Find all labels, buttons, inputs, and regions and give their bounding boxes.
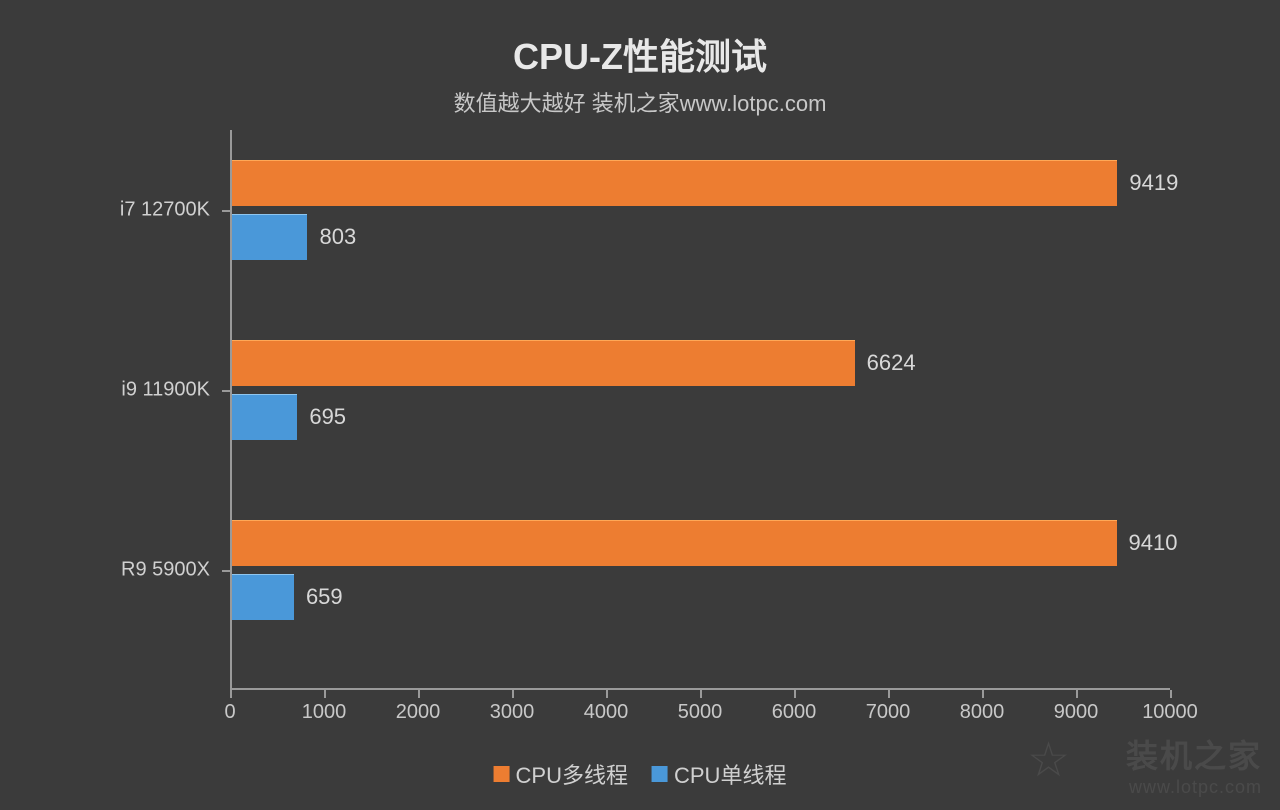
x-tick <box>700 690 702 698</box>
x-tick-label: 4000 <box>584 701 629 724</box>
x-tick-label: 9000 <box>1054 701 1099 724</box>
category-label: R9 5900X <box>90 559 210 582</box>
watermark-line2: www.lotpc.com <box>1126 777 1262 798</box>
legend-item-single: CPU单线程 <box>652 758 786 790</box>
bar-multi <box>232 160 1117 206</box>
x-tick <box>512 690 514 698</box>
x-tick-label: 10000 <box>1142 701 1198 724</box>
chart-title: CPU-Z性能测试 <box>0 0 1280 80</box>
x-tick-label: 6000 <box>772 701 817 724</box>
bar-value-label: 659 <box>306 584 343 610</box>
legend-label-single: CPU单线程 <box>674 758 786 790</box>
x-tick <box>982 690 984 698</box>
y-tick <box>222 570 230 572</box>
bar-single <box>232 214 307 260</box>
bar-value-label: 6624 <box>867 350 916 376</box>
bar-single <box>232 574 294 620</box>
bar-value-label: 9419 <box>1129 170 1178 196</box>
x-tick <box>418 690 420 698</box>
category-label: i7 12700K <box>90 199 210 222</box>
watermark-line1: 装机之家 <box>1126 731 1262 777</box>
x-tick-label: 7000 <box>866 701 911 724</box>
x-tick-label: 8000 <box>960 701 1005 724</box>
legend-swatch-single <box>652 766 668 782</box>
bar-value-label: 695 <box>309 404 346 430</box>
bar-multi <box>232 520 1117 566</box>
y-tick <box>222 390 230 392</box>
x-tick <box>230 690 232 698</box>
x-tick <box>324 690 326 698</box>
chart-plot-area: 0100020003000400050006000700080009000100… <box>230 130 1170 690</box>
bar-single <box>232 394 297 440</box>
x-tick-label: 5000 <box>678 701 723 724</box>
category-label: i9 11900K <box>90 379 210 402</box>
x-tick <box>1076 690 1078 698</box>
x-tick <box>1170 690 1172 698</box>
legend-item-multi: CPU多线程 <box>494 758 628 790</box>
bar-multi <box>232 340 855 386</box>
x-tick <box>794 690 796 698</box>
x-tick-label: 0 <box>224 701 235 724</box>
legend-swatch-multi <box>494 766 510 782</box>
x-tick <box>888 690 890 698</box>
watermark-star-icon: ☆ <box>1027 732 1070 788</box>
watermark: 装机之家 www.lotpc.com <box>1126 731 1262 798</box>
x-tick-label: 1000 <box>302 701 347 724</box>
y-tick <box>222 210 230 212</box>
legend-label-multi: CPU多线程 <box>516 758 628 790</box>
chart-subtitle: 数值越大越好 装机之家www.lotpc.com <box>0 86 1280 118</box>
legend: CPU多线程 CPU单线程 <box>494 758 787 790</box>
bar-value-label: 803 <box>319 224 356 250</box>
x-tick <box>606 690 608 698</box>
x-tick-label: 2000 <box>396 701 441 724</box>
bar-value-label: 9410 <box>1129 530 1178 556</box>
x-tick-label: 3000 <box>490 701 535 724</box>
